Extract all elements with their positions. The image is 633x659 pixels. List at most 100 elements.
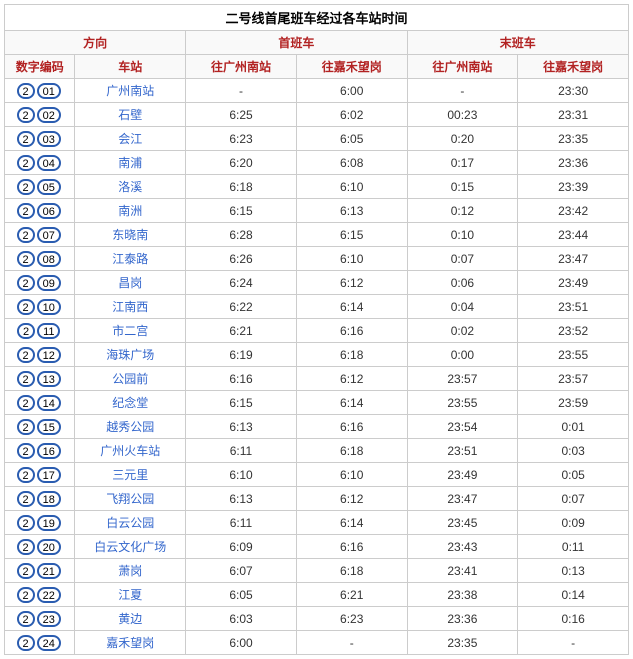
station-link[interactable]: 石壁 [118, 108, 142, 122]
station-link[interactable]: 江泰路 [112, 252, 148, 266]
time-last-south: 0:17 [407, 151, 518, 175]
station-code: 05 [37, 179, 61, 195]
code-cell: 213 [5, 367, 75, 391]
table-row: 214纪念堂6:156:1423:5523:59 [5, 391, 629, 415]
time-last-south: 23:36 [407, 607, 518, 631]
station-link[interactable]: 海珠广场 [106, 348, 154, 362]
line-code: 2 [17, 299, 35, 315]
table-row: 202石壁6:256:0200:2323:31 [5, 103, 629, 127]
time-first-south: 6:24 [186, 271, 297, 295]
station-link[interactable]: 白云文化广场 [94, 540, 166, 554]
time-last-south: 0:07 [407, 247, 518, 271]
time-first-jiahe: 6:14 [296, 391, 407, 415]
line-code: 2 [17, 203, 35, 219]
time-first-south: 6:26 [186, 247, 297, 271]
code-cell: 208 [5, 247, 75, 271]
station-link[interactable]: 广州火车站 [100, 444, 160, 458]
header-first-jiahe: 往嘉禾望岗 [296, 55, 407, 79]
code-cell: 209 [5, 271, 75, 295]
time-first-jiahe: 6:18 [296, 343, 407, 367]
time-first-south: 6:13 [186, 415, 297, 439]
time-first-jiahe: 6:16 [296, 319, 407, 343]
station-link[interactable]: 江夏 [118, 588, 142, 602]
line-code: 2 [17, 179, 35, 195]
station-link[interactable]: 市二宫 [112, 324, 148, 338]
code-cell: 214 [5, 391, 75, 415]
time-last-south: 0:00 [407, 343, 518, 367]
station-link[interactable]: 黄边 [118, 612, 142, 626]
time-last-south: 23:49 [407, 463, 518, 487]
station-link[interactable]: 东晓南 [112, 228, 148, 242]
station-cell: 江泰路 [75, 247, 186, 271]
table-row: 210江南西6:226:140:0423:51 [5, 295, 629, 319]
time-first-jiahe: 6:23 [296, 607, 407, 631]
code-cell: 218 [5, 487, 75, 511]
line-code: 2 [17, 635, 35, 651]
time-first-jiahe: 6:21 [296, 583, 407, 607]
station-link[interactable]: 江南西 [112, 300, 148, 314]
station-link[interactable]: 南浦 [118, 156, 142, 170]
time-last-jiahe: 23:36 [518, 151, 629, 175]
time-last-south: 0:15 [407, 175, 518, 199]
header-station: 车站 [75, 55, 186, 79]
station-code: 08 [37, 251, 61, 267]
time-last-south: 0:02 [407, 319, 518, 343]
time-last-jiahe: 23:52 [518, 319, 629, 343]
time-last-jiahe: 23:59 [518, 391, 629, 415]
time-last-south: 0:04 [407, 295, 518, 319]
time-first-jiahe: 6:05 [296, 127, 407, 151]
time-first-jiahe: 6:18 [296, 559, 407, 583]
station-link[interactable]: 越秀公园 [106, 420, 154, 434]
line-code: 2 [17, 611, 35, 627]
time-last-south: 23:38 [407, 583, 518, 607]
time-last-jiahe: 23:39 [518, 175, 629, 199]
station-cell: 白云公园 [75, 511, 186, 535]
line-code: 2 [17, 347, 35, 363]
station-link[interactable]: 广州南站 [106, 84, 154, 98]
code-cell: 203 [5, 127, 75, 151]
time-last-south: 23:41 [407, 559, 518, 583]
time-last-jiahe: 23:47 [518, 247, 629, 271]
station-link[interactable]: 三元里 [112, 468, 148, 482]
line-code: 2 [17, 251, 35, 267]
time-last-jiahe: 0:07 [518, 487, 629, 511]
time-last-jiahe: - [518, 631, 629, 655]
time-first-south: 6:07 [186, 559, 297, 583]
header-first-south: 往广州南站 [186, 55, 297, 79]
time-first-jiahe: 6:14 [296, 511, 407, 535]
station-code: 06 [37, 203, 61, 219]
time-first-south: 6:19 [186, 343, 297, 367]
station-link[interactable]: 白云公园 [106, 516, 154, 530]
code-cell: 222 [5, 583, 75, 607]
station-link[interactable]: 昌岗 [118, 276, 142, 290]
station-link[interactable]: 洛溪 [118, 180, 142, 194]
station-cell: 黄边 [75, 607, 186, 631]
station-link[interactable]: 嘉禾望岗 [106, 636, 154, 650]
time-first-jiahe: 6:02 [296, 103, 407, 127]
station-link[interactable]: 会江 [118, 132, 142, 146]
time-last-jiahe: 0:14 [518, 583, 629, 607]
station-link[interactable]: 公园前 [112, 372, 148, 386]
station-code: 21 [37, 563, 61, 579]
station-link[interactable]: 飞翔公园 [106, 492, 154, 506]
station-link[interactable]: 南洲 [118, 204, 142, 218]
station-code: 09 [37, 275, 61, 291]
station-cell: 飞翔公园 [75, 487, 186, 511]
station-cell: 南浦 [75, 151, 186, 175]
time-last-south: 23:51 [407, 439, 518, 463]
station-link[interactable]: 纪念堂 [112, 396, 148, 410]
timetable: 二号线首尾班车经过各车站时间 方向 首班车 末班车 数字编码 车站 往广州南站 … [4, 4, 629, 655]
table-row: 215越秀公园6:136:1623:540:01 [5, 415, 629, 439]
code-cell: 224 [5, 631, 75, 655]
code-cell: 220 [5, 535, 75, 559]
table-row: 222江夏6:056:2123:380:14 [5, 583, 629, 607]
station-code: 17 [37, 467, 61, 483]
time-first-south: 6:28 [186, 223, 297, 247]
time-first-jiahe: 6:00 [296, 79, 407, 103]
code-cell: 206 [5, 199, 75, 223]
header-first: 首班车 [186, 31, 407, 55]
station-code: 03 [37, 131, 61, 147]
station-link[interactable]: 萧岗 [118, 564, 142, 578]
station-cell: 市二宫 [75, 319, 186, 343]
station-code: 12 [37, 347, 61, 363]
